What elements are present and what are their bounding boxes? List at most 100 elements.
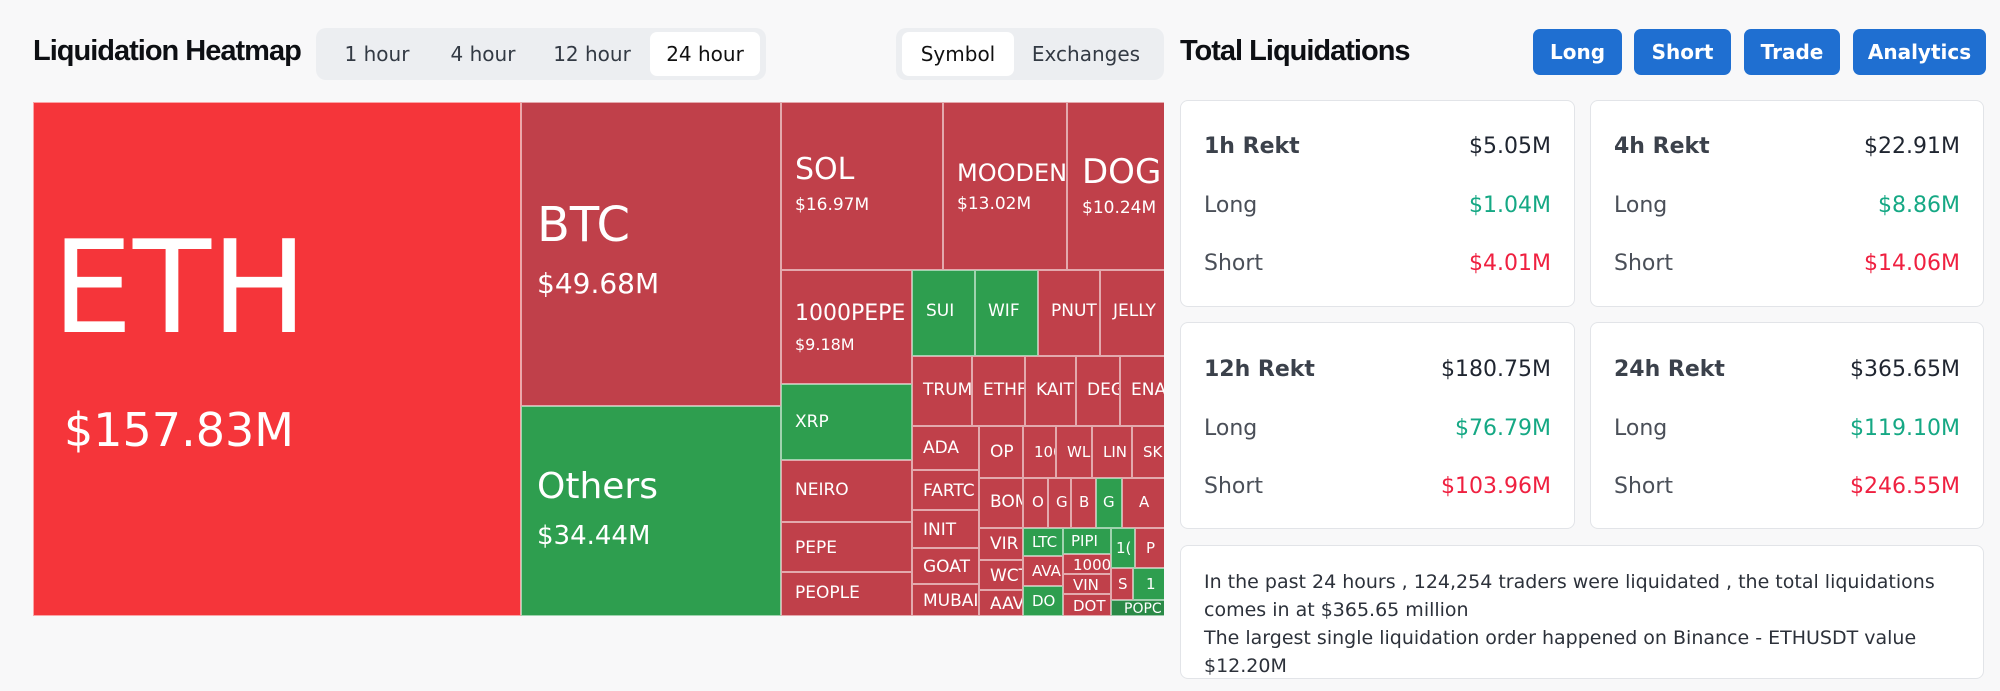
tile-eth-value: $157.83M [64, 403, 294, 457]
tile-goat-symbol: GOAT [923, 557, 970, 577]
tile-do[interactable]: DO [1023, 586, 1063, 616]
tile-bom[interactable]: BOM [979, 478, 1023, 528]
tile-1-paren-symbol: 1( [1116, 539, 1132, 557]
long-button[interactable]: Long [1533, 29, 1622, 75]
tile-sol[interactable]: SOL $16.97M [781, 102, 943, 270]
tile-p[interactable]: P [1135, 528, 1164, 568]
tile-sk[interactable]: SK [1132, 426, 1164, 478]
card-24h-short-row: Short $246.55M [1614, 474, 1960, 499]
tile-others[interactable]: Others $34.44M [521, 406, 781, 616]
tile-1000-small[interactable]: 1000 [1063, 554, 1111, 574]
tile-init-symbol: INIT [923, 520, 957, 540]
tile-ada-symbol: ADA [923, 438, 960, 458]
tile-xrp[interactable]: XRP [781, 384, 912, 460]
card-4h-short-row: Short $14.06M [1614, 251, 1960, 276]
card-4h-label: 4h Rekt [1614, 134, 1710, 159]
tile-ena[interactable]: ENA [1120, 356, 1164, 426]
card-12h-rekt: 12h Rekt $180.75M Long $76.79M Short $10… [1180, 322, 1575, 529]
tile-dot-symbol: DOT [1073, 597, 1106, 615]
tile-ethf[interactable]: ETHF [972, 356, 1025, 426]
tile-eth-symbol: ETH [52, 214, 308, 363]
tile-b[interactable]: B [1071, 478, 1096, 528]
card-4h-long-label: Long [1614, 193, 1668, 218]
tile-ltc-symbol: LTC [1032, 533, 1058, 551]
tile-kait[interactable]: KAIT [1025, 356, 1076, 426]
card-12h-long-label: Long [1204, 416, 1258, 441]
tile-doge[interactable]: DOGE $10.24M [1067, 102, 1164, 270]
tab-4-hour[interactable]: 4 hour [450, 42, 516, 66]
tile-ada[interactable]: ADA [912, 426, 979, 470]
tile-wl-symbol: WL [1067, 443, 1091, 461]
tile-pipi[interactable]: PIPI [1063, 528, 1111, 554]
card-4h-rekt: 4h Rekt $22.91M Long $8.86M Short $14.06… [1590, 100, 1984, 307]
tile-1000pepe-value: $9.18M [795, 335, 855, 354]
tile-btc[interactable]: BTC $49.68M [521, 102, 781, 406]
summary-text-line1: In the past 24 hours , 124,254 traders w… [1204, 571, 1935, 621]
tile-100[interactable]: 100 [1023, 426, 1056, 478]
tile-others-symbol: Others [537, 466, 658, 507]
tile-op[interactable]: OP [979, 426, 1023, 478]
tile-ava-symbol: AVA [1032, 562, 1061, 580]
tile-1[interactable]: 1 [1133, 568, 1164, 600]
tile-ava[interactable]: AVA [1023, 556, 1063, 586]
tile-sui-symbol: SUI [926, 301, 955, 321]
trade-button[interactable]: Trade [1744, 29, 1840, 75]
time-range-tabs: 1 hour 4 hour 12 hour 24 hour [316, 28, 766, 80]
tile-pepe[interactable]: PEPE [781, 522, 912, 572]
tile-1-symbol: 1 [1146, 575, 1156, 593]
card-12h-long-row: Long $76.79M [1204, 416, 1551, 441]
tile-wct[interactable]: WCT [979, 560, 1023, 590]
tile-o[interactable]: O [1023, 478, 1048, 528]
tile-sol-value: $16.97M [795, 195, 870, 215]
tile-g2[interactable]: G [1096, 478, 1122, 528]
tile-wif[interactable]: WIF [975, 270, 1038, 356]
tile-vin[interactable]: VIN [1063, 574, 1111, 594]
tile-lin[interactable]: LIN [1092, 426, 1132, 478]
tile-dot[interactable]: DOT [1063, 594, 1111, 616]
tile-fartc[interactable]: FARTC [912, 470, 979, 510]
tile-deg[interactable]: DEG [1076, 356, 1120, 426]
tile-sui[interactable]: SUI [912, 270, 975, 356]
card-1h-long-row: Long $1.04M [1204, 193, 1551, 218]
tab-1-hour[interactable]: 1 hour [344, 42, 410, 66]
tile-wl[interactable]: WL [1056, 426, 1092, 478]
tile-vin-symbol: VIN [1073, 576, 1099, 594]
tile-g[interactable]: G [1048, 478, 1071, 528]
tile-eth[interactable]: ETH $157.83M [33, 102, 521, 616]
tab-24-hour[interactable]: 24 hour [650, 32, 760, 76]
heatmap-title: Liquidation Heatmap [33, 35, 302, 67]
tile-pnut[interactable]: PNUT [1038, 270, 1100, 356]
tile-people[interactable]: PEOPLE [781, 572, 912, 616]
tile-jelly[interactable]: JELLY [1100, 270, 1164, 356]
tile-trum[interactable]: TRUM [912, 356, 972, 426]
tile-1000pepe[interactable]: 1000PEPE $9.18M [781, 270, 912, 384]
card-1h-header: 1h Rekt $5.05M [1204, 134, 1551, 159]
tile-mooden[interactable]: MOODEN $13.02M [943, 102, 1067, 270]
tile-vir[interactable]: VIR [979, 528, 1023, 560]
tile-1-paren[interactable]: 1( [1111, 528, 1135, 568]
tile-p-symbol: P [1146, 539, 1156, 557]
tile-mooden-value: $13.02M [957, 194, 1032, 214]
tile-aav[interactable]: AAV [979, 590, 1023, 616]
tile-init[interactable]: INIT [912, 510, 979, 548]
card-24h-header: 24h Rekt $365.65M [1614, 357, 1960, 382]
card-1h-short-label: Short [1204, 251, 1264, 276]
tile-s[interactable]: S [1111, 568, 1133, 600]
summary-text-line2: The largest single liquidation order hap… [1204, 627, 1917, 677]
tile-aav-symbol: AAV [990, 594, 1023, 614]
tile-popc[interactable]: POPC [1111, 600, 1164, 616]
tile-sol-symbol: SOL [795, 152, 855, 187]
tile-ltc[interactable]: LTC [1023, 528, 1063, 556]
tile-a[interactable]: A [1122, 478, 1164, 528]
tile-others-value: $34.44M [537, 521, 651, 551]
tile-neiro[interactable]: NEIRO [781, 460, 912, 522]
short-button[interactable]: Short [1634, 29, 1731, 75]
tab-12-hour[interactable]: 12 hour [553, 42, 631, 66]
card-24h-total: $365.65M [1850, 357, 1960, 382]
tile-goat[interactable]: GOAT [912, 548, 979, 584]
tile-mubar[interactable]: MUBAI [912, 584, 979, 616]
tile-g2-symbol: G [1103, 493, 1115, 511]
tab-symbol[interactable]: Symbol [902, 32, 1014, 76]
tab-exchanges[interactable]: Exchanges [1031, 42, 1141, 66]
analytics-button[interactable]: Analytics [1853, 29, 1986, 75]
